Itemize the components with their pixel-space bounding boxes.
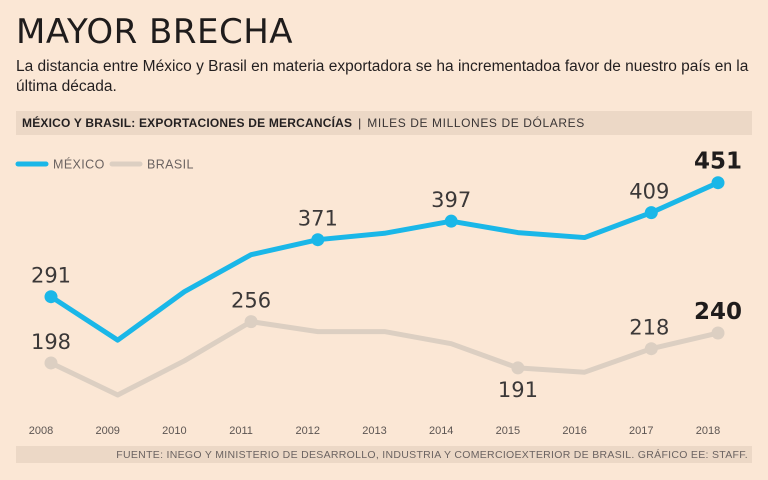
data-point <box>244 315 258 329</box>
data-label: 451 <box>694 149 742 175</box>
data-label: 218 <box>629 316 669 340</box>
x-tick-label: 2012 <box>296 425 320 437</box>
data-label: 198 <box>31 330 71 354</box>
data-point <box>44 290 58 304</box>
x-tick-label: 2009 <box>95 425 119 437</box>
x-tick-label: 2011 <box>229 425 253 437</box>
heading-separator: | <box>358 116 362 130</box>
x-tick-label: 2008 <box>29 425 53 437</box>
x-tick-label: 2013 <box>362 425 386 437</box>
source-text: FUENTE: INEGO Y MINISTERIO DE DESARROLLO… <box>116 448 748 461</box>
x-tick-label: 2016 <box>562 425 586 437</box>
data-point <box>444 214 458 228</box>
data-point <box>644 206 658 220</box>
data-point <box>311 233 325 247</box>
data-point <box>511 361 525 375</box>
chart-units: MILES DE MILLONES DE DÓLARES <box>367 116 585 130</box>
data-point <box>711 326 725 340</box>
data-point <box>44 356 58 370</box>
data-label: 191 <box>498 378 538 402</box>
chart-title: MAYOR BRECHA <box>16 12 294 52</box>
x-tick-label: 2014 <box>429 425 453 437</box>
chart-heading: MÉXICO Y BRASIL: EXPORTACIONES DE MERCAN… <box>22 116 353 130</box>
x-tick-label: 2010 <box>162 425 186 437</box>
data-label: 371 <box>298 207 338 231</box>
x-tick-label: 2017 <box>629 425 653 437</box>
data-label: 240 <box>694 299 742 325</box>
chart-subtitle: La distancia entre México y Brasil en ma… <box>16 58 749 95</box>
series-line-mexico <box>48 180 721 343</box>
legend-label: BRASIL <box>147 158 194 172</box>
series-line-brasil <box>48 319 721 398</box>
chart-heading-band: MÉXICO Y BRASIL: EXPORTACIONES DE MERCAN… <box>16 111 752 135</box>
legend-label: MÉXICO <box>53 157 105 172</box>
x-tick-label: 2018 <box>696 425 720 437</box>
data-label: 291 <box>31 264 71 288</box>
data-point <box>644 342 658 356</box>
source-footer: FUENTE: INEGO Y MINISTERIO DE DESARROLLO… <box>16 446 752 463</box>
data-label: 256 <box>231 289 271 313</box>
data-point <box>711 176 725 190</box>
data-label: 409 <box>629 180 669 204</box>
data-label: 397 <box>431 188 471 212</box>
x-tick-label: 2015 <box>496 425 520 437</box>
